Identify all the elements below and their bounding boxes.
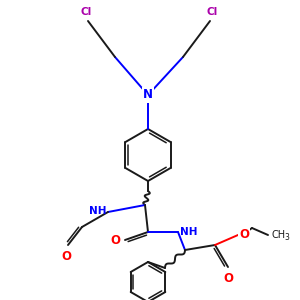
Text: O: O xyxy=(239,227,249,241)
Text: Cl: Cl xyxy=(206,7,218,17)
Text: O: O xyxy=(110,233,120,247)
Text: N: N xyxy=(143,88,153,101)
Text: CH: CH xyxy=(271,230,285,240)
Text: O: O xyxy=(61,250,71,263)
Text: NH: NH xyxy=(88,206,106,216)
Text: O: O xyxy=(223,272,233,285)
Text: 3: 3 xyxy=(284,233,289,242)
Text: Cl: Cl xyxy=(80,7,92,17)
Text: NH: NH xyxy=(180,227,197,237)
